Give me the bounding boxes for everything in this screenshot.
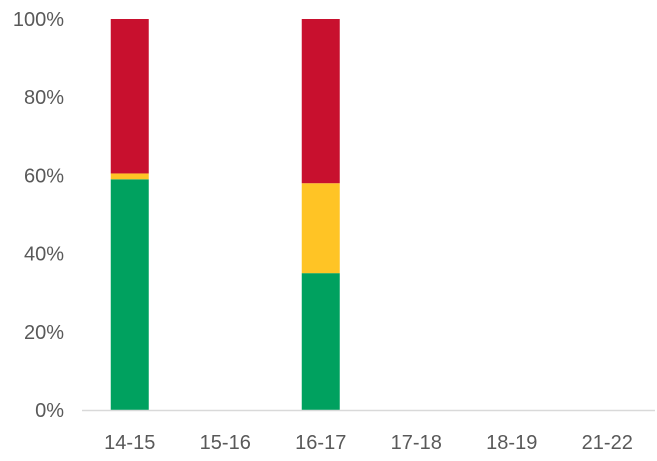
bars	[110, 19, 340, 410]
y-tick-label: 20%	[24, 322, 64, 344]
x-tick-label: 21-22	[582, 432, 633, 454]
bar-segment	[110, 19, 149, 174]
x-tick-label: 17-18	[391, 432, 442, 454]
y-tick-label: 40%	[24, 244, 64, 266]
x-tick-label: 16-17	[295, 432, 346, 454]
bar-segment	[110, 173, 149, 180]
bar-segment	[301, 273, 340, 410]
x-tick-label: 15-16	[200, 432, 251, 454]
y-tick-label: 60%	[24, 165, 64, 187]
x-axis-ticks: 14-15 15-16 16-17 17-18 18-19 21-22	[104, 432, 633, 454]
y-axis-ticks: 0% 20% 40% 60% 80% 100%	[13, 9, 64, 422]
bar-segment	[301, 19, 340, 184]
y-tick-label: 80%	[24, 87, 64, 109]
bar-segment	[301, 183, 340, 274]
x-tick-label: 14-15	[104, 432, 155, 454]
x-tick-label: 18-19	[486, 432, 537, 454]
y-tick-label: 0%	[35, 400, 64, 422]
bar-segment	[110, 179, 149, 410]
y-tick-label: 100%	[13, 9, 64, 31]
